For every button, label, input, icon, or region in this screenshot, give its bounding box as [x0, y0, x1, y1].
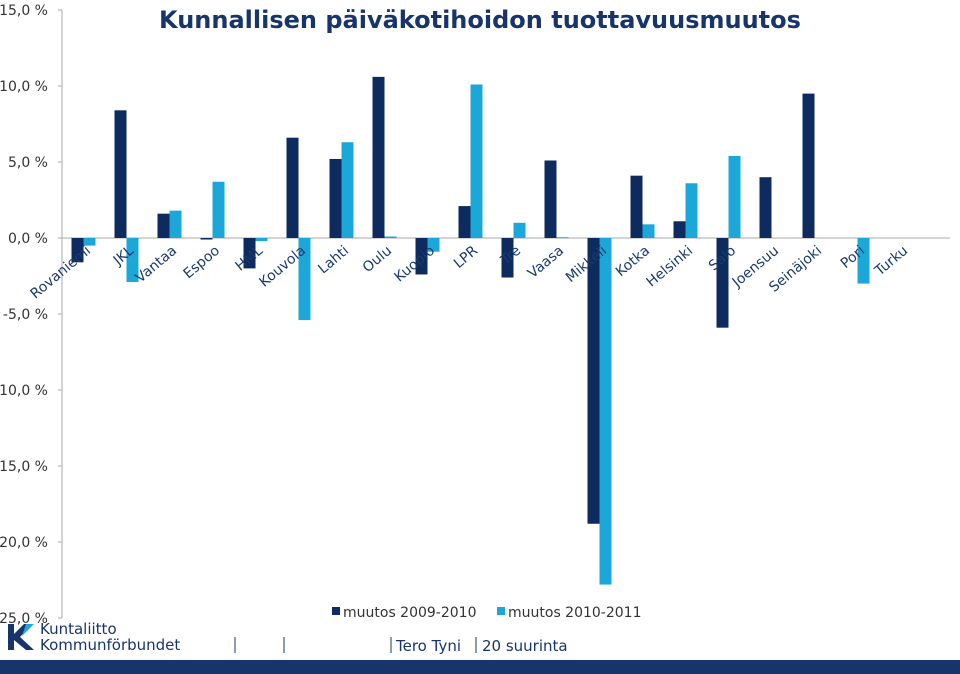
y-tick-label: 15,0 %	[0, 3, 48, 19]
bar	[556, 237, 569, 239]
legend-label: muutos 2009-2010	[343, 605, 477, 621]
x-tick-label: Vantaa	[133, 243, 181, 286]
footer-bar	[0, 660, 960, 674]
bar	[802, 93, 815, 238]
y-tick-label: 5,0 %	[8, 155, 48, 171]
bar	[759, 177, 772, 238]
bar	[200, 238, 213, 240]
bar	[599, 238, 612, 585]
bar	[673, 221, 686, 238]
x-tick-label: Lahti	[315, 243, 352, 278]
bar	[587, 238, 600, 524]
x-tick-label: Rovaniemi	[28, 243, 95, 302]
bar	[427, 238, 440, 252]
footer-topic: 20 suurinta	[482, 637, 568, 655]
y-tick-label: 15,0 %	[0, 459, 48, 475]
x-tick-label: HML	[232, 243, 266, 275]
legend-swatch	[332, 607, 340, 615]
logo-text: Kommunförbundet	[40, 636, 180, 654]
bar	[642, 224, 655, 238]
bar	[685, 183, 698, 238]
bar	[384, 236, 397, 238]
x-tick-label: Vaasa	[525, 243, 567, 282]
bar	[470, 84, 483, 238]
legend-label: muutos 2010-2011	[508, 605, 642, 621]
bar	[83, 238, 96, 246]
bar	[372, 76, 385, 238]
x-tick-label: Turku	[871, 243, 911, 280]
x-tick-label: LPR	[451, 243, 481, 272]
bar	[513, 222, 526, 238]
bar	[630, 175, 643, 238]
x-tick-label: Espoo	[180, 243, 223, 282]
bar	[126, 238, 139, 283]
x-tick-label: Kuopio	[392, 243, 438, 286]
bar	[71, 238, 84, 263]
bar	[716, 238, 729, 328]
y-tick-label: -5,0 %	[3, 307, 48, 323]
bar	[341, 142, 354, 238]
bar	[415, 238, 428, 275]
x-tick-label: Helsinki	[644, 243, 696, 291]
bar	[298, 238, 311, 321]
bar	[286, 137, 299, 238]
bar	[169, 210, 182, 238]
y-tick-label: 10,0 %	[0, 79, 48, 95]
logo	[8, 624, 34, 650]
bar	[212, 181, 225, 238]
bar	[458, 206, 471, 238]
bar	[243, 238, 256, 269]
y-tick-label: 0,0 %	[8, 231, 48, 247]
chart-title: Kunnallisen päiväkotihoidon tuottavuusmu…	[159, 6, 801, 34]
x-tick-label: Oulu	[360, 243, 395, 276]
bar	[857, 238, 870, 284]
x-tick-label: Tre	[497, 243, 524, 269]
y-tick-label: 25,0 %	[0, 611, 48, 627]
footer-author: Tero Tyni	[395, 637, 461, 655]
separators	[234, 637, 477, 653]
bar	[255, 238, 268, 242]
y-tick-label: 10,0 %	[0, 383, 48, 399]
bar	[157, 213, 170, 238]
legend-swatch	[497, 607, 505, 615]
bar	[544, 160, 557, 238]
y-tick-label: 20,0 %	[0, 535, 48, 551]
logo-text: Kuntaliitto	[40, 620, 117, 638]
bar	[501, 238, 514, 278]
bar	[728, 155, 741, 238]
bar	[114, 110, 127, 238]
bar	[329, 158, 342, 238]
